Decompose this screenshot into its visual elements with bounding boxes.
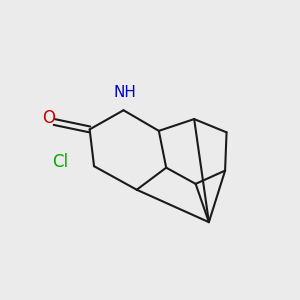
Text: O: O [42, 109, 55, 127]
Text: NH: NH [113, 85, 136, 100]
Text: Cl: Cl [52, 153, 68, 171]
